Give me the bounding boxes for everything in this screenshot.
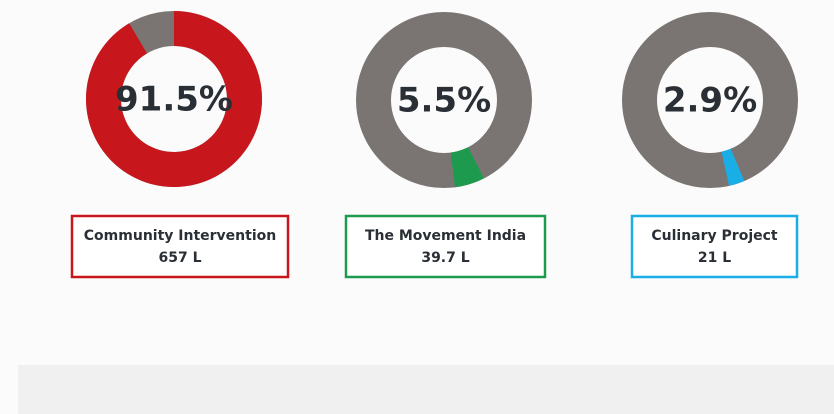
legend-amount: 21 L <box>698 250 731 266</box>
legend-box <box>344 214 547 279</box>
legend-box <box>70 214 290 279</box>
donut-rest <box>356 12 532 188</box>
legend-amount: 39.7 L <box>421 250 469 266</box>
legend-name: Community Intervention <box>84 228 276 244</box>
percent-label: 5.5% <box>397 81 491 121</box>
footer-band <box>18 365 834 414</box>
percent-label: 91.5% <box>115 80 233 120</box>
donut-rest <box>622 12 798 188</box>
donut-segment <box>86 11 262 187</box>
legend-amount: 657 L <box>158 250 201 266</box>
legend-name: Culinary Project <box>651 228 778 244</box>
percent-label: 2.9% <box>663 81 757 121</box>
legend-name: The Movement India <box>365 228 526 244</box>
legend-box <box>630 214 799 279</box>
donut-segment <box>721 148 745 186</box>
donut-segment <box>450 147 484 188</box>
